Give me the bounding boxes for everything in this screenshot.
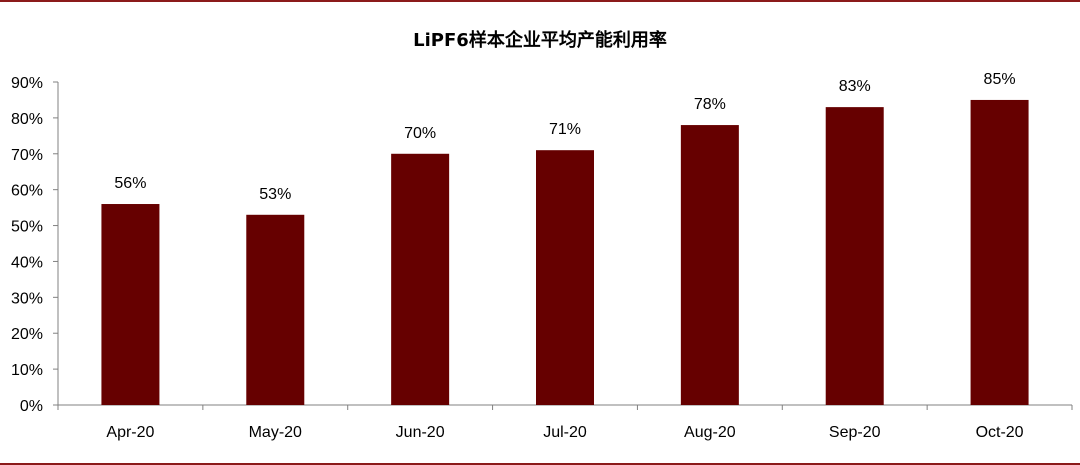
y-tick-label: 0% — [20, 398, 43, 415]
y-tick-label: 70% — [11, 147, 43, 164]
x-tick-label: Apr-20 — [106, 424, 154, 441]
y-tick-label: 20% — [11, 326, 43, 343]
data-label: 78% — [694, 96, 726, 113]
x-tick-label: Jun-20 — [396, 424, 445, 441]
bar — [391, 153, 450, 405]
y-tick-label: 40% — [11, 254, 43, 271]
y-tick-label: 80% — [11, 111, 43, 128]
x-tick-label: May-20 — [249, 424, 302, 441]
bar — [970, 99, 1029, 405]
x-axis: Apr-20 May-20 Jun-20 Jul-20 Aug-20 Sep-20 Oct-… — [57, 404, 1073, 441]
bars — [101, 99, 1029, 406]
bar — [825, 107, 884, 405]
data-label: 56% — [114, 175, 146, 192]
data-label: 71% — [549, 121, 581, 138]
data-label: 70% — [404, 125, 436, 142]
y-tick-label: 60% — [11, 183, 43, 200]
data-labels: 56% 53% 70% 71% 78% 83% 85% — [114, 71, 1015, 203]
x-tick-label: Sep-20 — [829, 424, 881, 441]
data-label: 85% — [984, 71, 1016, 88]
y-tick-label: 90% — [11, 75, 43, 92]
y-tick-label: 50% — [11, 219, 43, 236]
y-tick-label: 30% — [11, 290, 43, 307]
y-axis: 0% 10% 20% 30% 40% 50% 60% 70% 80% 90% — [11, 75, 59, 415]
bar — [680, 125, 739, 406]
y-tick-label: 10% — [11, 362, 43, 379]
chart-title: LiPF6样本企业平均产能利用率 — [413, 30, 667, 51]
data-label: 53% — [259, 186, 291, 203]
x-tick-label: Jul-20 — [543, 424, 587, 441]
x-tick-label: Aug-20 — [684, 424, 736, 441]
bar — [101, 204, 160, 405]
x-tick-label: Oct-20 — [976, 424, 1024, 441]
bar — [246, 214, 305, 405]
data-label: 83% — [839, 78, 871, 95]
bar — [536, 150, 594, 405]
